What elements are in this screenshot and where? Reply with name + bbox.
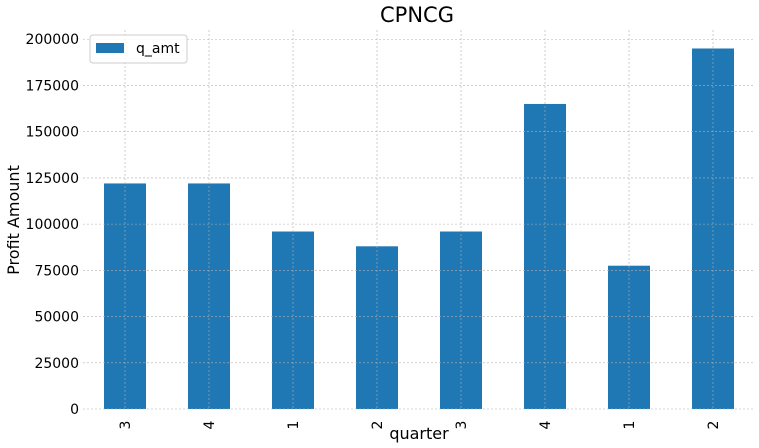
y-tick-label: 125000 <box>26 171 79 187</box>
legend-label: q_amt <box>136 41 180 57</box>
x-axis-label: quarter <box>389 424 449 443</box>
y-tick-label: 0 <box>70 402 79 418</box>
x-tick-label: 2 <box>706 421 722 430</box>
y-tick-label: 200000 <box>26 32 79 48</box>
y-axis-ticks: 0 25000 50000 75000 100000 125000 150000 175000… <box>26 32 79 418</box>
bar <box>692 48 734 410</box>
legend-box <box>89 34 188 64</box>
x-tick-label: 1 <box>622 421 638 430</box>
chart-title: CPNCG <box>380 3 454 27</box>
bars <box>104 48 734 410</box>
legend: q_amt <box>89 34 188 64</box>
y-tick-label: 25000 <box>34 356 79 372</box>
x-tick-label: 2 <box>370 421 386 430</box>
bar <box>608 265 650 409</box>
y-tick-label: 150000 <box>26 125 79 141</box>
y-tick-label: 50000 <box>34 310 79 326</box>
y-tick-label: 75000 <box>34 263 79 279</box>
legend-swatch <box>96 43 124 53</box>
x-tick-label: 4 <box>202 420 218 429</box>
y-tick-label: 100000 <box>26 217 79 233</box>
y-tick-label: 175000 <box>26 78 79 94</box>
y-axis-label: Profit Amount <box>4 165 23 275</box>
x-tick-label: 4 <box>538 420 554 429</box>
x-tick-label: 3 <box>118 421 134 430</box>
x-tick-label: 1 <box>286 421 302 430</box>
x-axis-ticks: 3 4 1 2 3 4 1 2 <box>118 420 722 429</box>
grid <box>83 30 755 410</box>
x-tick-label: 3 <box>454 421 470 430</box>
